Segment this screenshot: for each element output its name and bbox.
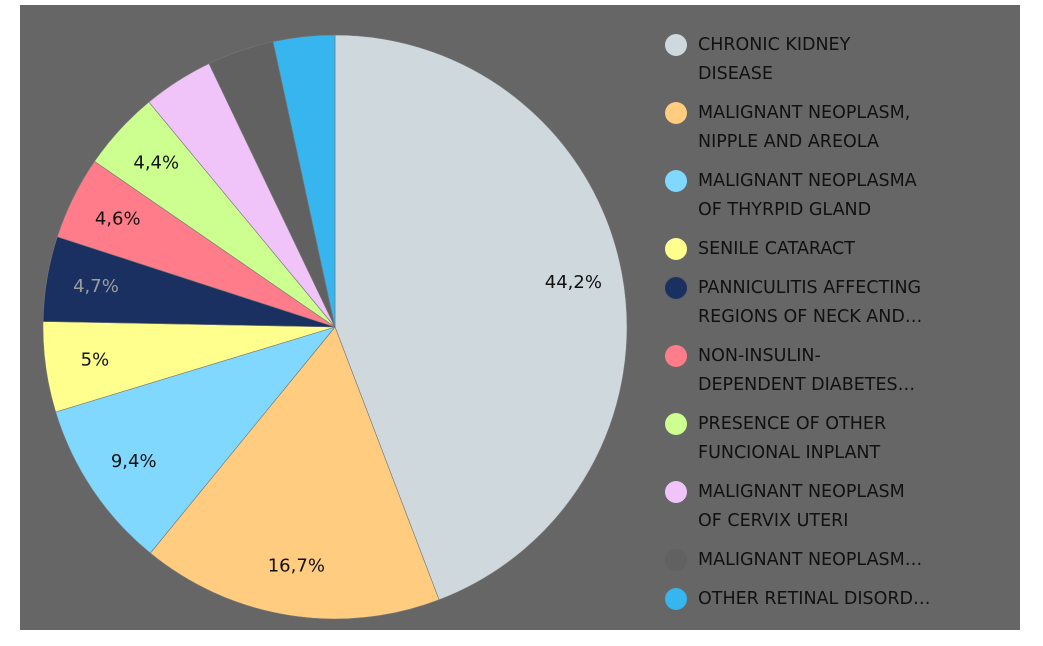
legend-item: PANNICULITIS AFFECTING REGIONS OF NECK A… [665, 274, 1015, 332]
legend: CHRONIC KIDNEY DISEASE MALIGNANT NEOPLASM… [665, 31, 1015, 624]
slice-label: 4,6% [95, 209, 141, 230]
pie-slice [334, 34, 628, 601]
legend-label: PANNICULITIS AFFECTING REGIONS OF NECK A… [698, 278, 923, 327]
legend-label: PRESENCE OF OTHER FUNCIONAL INPLANT [698, 414, 887, 463]
legend-label: OTHER RETINAL DISORD… [698, 589, 931, 609]
legend-item: PRESENCE OF OTHER FUNCIONAL INPLANT [665, 410, 1015, 468]
pie-slice [149, 326, 440, 620]
legend-label: NON-INSULIN- DEPENDENT DIABETES… [698, 346, 916, 395]
pie-slice [55, 326, 336, 554]
legend-item: CHRONIC KIDNEY DISEASE [665, 31, 1015, 89]
legend-label: MALIGNANT NEOPLASM OF CERVIX UTERI [698, 482, 905, 531]
legend-swatch [665, 413, 687, 435]
legend-label: MALIGNANT NEOPLASM… [698, 550, 923, 570]
legend-swatch [665, 34, 687, 56]
slice-label: 44,2% [545, 272, 602, 293]
legend-swatch [665, 238, 687, 260]
legend-label: MALIGNANT NEOPLASMA OF THYRPID GLAND [698, 171, 917, 220]
pie-chart: 44,2% 16,7% 9,4% 5% 4,7% 4,6% 4,4% [42, 34, 628, 620]
legend-item: MALIGNANT NEOPLASM, NIPPLE AND AREOLA [665, 99, 1015, 157]
legend-label: SENILE CATARACT [698, 239, 855, 259]
legend-item: SENILE CATARACT [665, 235, 1015, 264]
chart-area: 44,2% 16,7% 9,4% 5% 4,7% 4,6% 4,4% CHRONIC KID… [20, 5, 1020, 630]
legend-swatch [665, 588, 687, 610]
legend-swatch [665, 481, 687, 503]
legend-swatch [665, 345, 687, 367]
slice-label: 4,7% [73, 276, 119, 297]
slice-label: 16,7% [268, 555, 325, 576]
legend-swatch [665, 102, 687, 124]
legend-label: MALIGNANT NEOPLASM, NIPPLE AND AREOLA [698, 103, 911, 152]
pie-slice [272, 34, 336, 328]
legend-swatch [665, 277, 687, 299]
legend-swatch [665, 549, 687, 571]
slice-label: 9,4% [111, 451, 157, 472]
legend-item: MALIGNANT NEOPLASM OF CERVIX UTERI [665, 478, 1015, 536]
slice-label: 4,4% [133, 152, 179, 173]
legend-label: CHRONIC KIDNEY DISEASE [698, 35, 851, 84]
legend-item: NON-INSULIN- DEPENDENT DIABETES… [665, 342, 1015, 400]
legend-swatch [665, 170, 687, 192]
legend-item: OTHER RETINAL DISORD… [665, 585, 1015, 614]
legend-item: MALIGNANT NEOPLASM… [665, 546, 1015, 575]
legend-item: MALIGNANT NEOPLASMA OF THYRPID GLAND [665, 167, 1015, 225]
slice-label: 5% [81, 349, 110, 370]
